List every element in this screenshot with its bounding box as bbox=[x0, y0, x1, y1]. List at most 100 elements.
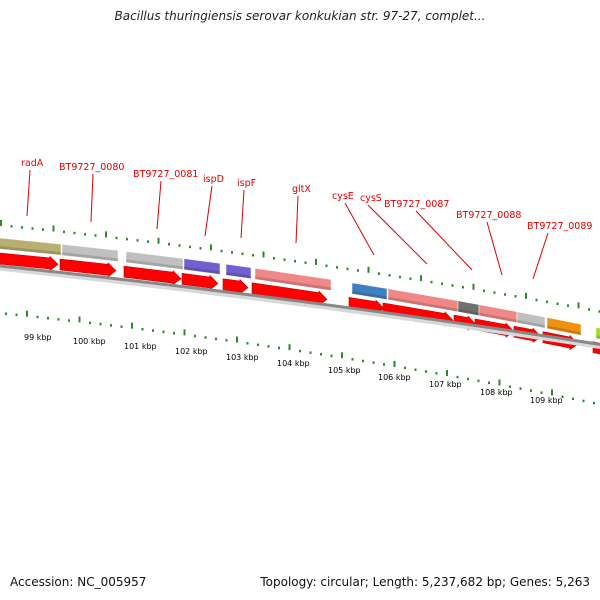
kbp-scale-labels: 99 kbp 100 kbp 101 kbp 102 kbp 103 kbp 1… bbox=[24, 333, 563, 405]
scale-tick bbox=[294, 259, 296, 263]
scale-tick bbox=[582, 399, 585, 403]
feature-block bbox=[183, 258, 221, 275]
scale-tick bbox=[346, 267, 349, 271]
scale-tick bbox=[246, 342, 249, 345]
kbp-label-101: 101 kbp bbox=[124, 342, 157, 351]
feature-block bbox=[546, 317, 582, 336]
scale-tick bbox=[147, 240, 149, 243]
scale-tick bbox=[493, 291, 496, 294]
scale-tick bbox=[173, 332, 175, 335]
gene-label-bt9727-0080: BT9727_0080 bbox=[59, 162, 124, 173]
map-title: Bacillus thuringiensis serovar konkukian… bbox=[114, 9, 486, 23]
scale-tick bbox=[252, 254, 254, 257]
scale-tick bbox=[430, 280, 433, 284]
scale-tick bbox=[126, 237, 128, 241]
label-leader-line bbox=[344, 202, 375, 256]
feature-block-shade bbox=[255, 276, 331, 291]
gene-label-ispD: ispD bbox=[203, 174, 224, 185]
scale-tick bbox=[551, 389, 553, 396]
outer-scale-ticks bbox=[0, 220, 600, 313]
scale-tick bbox=[483, 289, 485, 293]
cds-arrow bbox=[123, 265, 182, 286]
scale-tick bbox=[404, 366, 406, 370]
scale-tick bbox=[189, 245, 191, 249]
scale-tick bbox=[257, 343, 259, 347]
scale-tick bbox=[467, 377, 469, 381]
scale-tick bbox=[10, 225, 13, 228]
scale-tick bbox=[577, 302, 580, 309]
cds-arrow bbox=[222, 278, 249, 295]
scale-tick bbox=[78, 316, 81, 323]
scale-tick bbox=[288, 344, 291, 351]
scale-tick bbox=[141, 327, 144, 331]
feature-track bbox=[0, 237, 600, 340]
scale-tick bbox=[115, 236, 118, 240]
label-leader-line bbox=[90, 173, 94, 223]
scale-tick bbox=[178, 244, 181, 247]
genome-backbone bbox=[0, 264, 600, 346]
feature-block-shade bbox=[352, 290, 387, 300]
scale-tick bbox=[152, 329, 154, 332]
scale-tick bbox=[472, 283, 475, 290]
scale-tick bbox=[378, 272, 380, 275]
scale-tick bbox=[446, 369, 448, 376]
scale-tick bbox=[519, 387, 522, 390]
label-leader-line bbox=[415, 210, 473, 271]
feature-block-shade bbox=[184, 266, 220, 275]
scale-tick bbox=[210, 244, 212, 251]
scale-tick bbox=[36, 315, 39, 319]
scale-tick bbox=[120, 325, 123, 328]
scale-tick bbox=[309, 351, 312, 354]
feature-block-shade bbox=[479, 312, 517, 323]
cds-arrow bbox=[181, 272, 219, 291]
scale-tick bbox=[89, 321, 91, 325]
inner-scale-ticks bbox=[5, 310, 595, 405]
scale-tick bbox=[110, 324, 112, 327]
scale-tick bbox=[315, 258, 317, 265]
scale-tick bbox=[572, 397, 574, 401]
scale-tick bbox=[136, 239, 139, 242]
scale-tick bbox=[509, 385, 511, 388]
kbp-label-107: 107 kbp bbox=[429, 380, 462, 389]
scale-tick bbox=[131, 322, 133, 329]
scale-tick bbox=[567, 304, 569, 307]
gene-label-bt9727-0088: BT9727_0088 bbox=[456, 210, 521, 221]
scale-tick bbox=[304, 261, 307, 264]
scale-tick bbox=[262, 251, 265, 258]
scale-tick bbox=[535, 298, 538, 302]
feature-block-shade bbox=[226, 272, 251, 279]
scale-tick bbox=[393, 360, 396, 367]
gene-label-bt9727-0087: BT9727_0087 bbox=[384, 199, 449, 210]
feature-block bbox=[61, 243, 119, 262]
scale-tick bbox=[278, 346, 280, 350]
scale-tick bbox=[63, 230, 65, 234]
scale-tick bbox=[215, 337, 217, 341]
scale-tick bbox=[236, 336, 238, 343]
scale-tick bbox=[488, 381, 490, 385]
scale-tick bbox=[383, 363, 385, 366]
feature-block-shade bbox=[62, 252, 118, 262]
scale-tick bbox=[283, 258, 286, 261]
scale-tick bbox=[168, 243, 170, 246]
scale-tick bbox=[42, 228, 44, 231]
kbp-label-100: 100 kbp bbox=[73, 337, 106, 346]
scale-tick bbox=[399, 275, 401, 279]
kbp-label-102: 102 kbp bbox=[175, 347, 208, 356]
scale-tick bbox=[435, 372, 438, 375]
backbone-shadow bbox=[0, 265, 600, 349]
scale-tick bbox=[498, 379, 501, 386]
feature-block bbox=[0, 237, 62, 256]
scale-tick bbox=[425, 370, 427, 373]
feature-block bbox=[351, 282, 388, 300]
label-leader-line bbox=[367, 204, 428, 265]
scale-tick bbox=[84, 232, 86, 236]
scale-tick bbox=[341, 352, 343, 359]
feature-block bbox=[595, 326, 600, 340]
scale-tick bbox=[456, 375, 459, 379]
feature-block bbox=[225, 263, 252, 279]
feature-block-shade bbox=[0, 246, 61, 256]
scale-tick bbox=[199, 247, 202, 250]
scale-tick bbox=[231, 251, 233, 254]
label-leader-line bbox=[156, 180, 162, 230]
